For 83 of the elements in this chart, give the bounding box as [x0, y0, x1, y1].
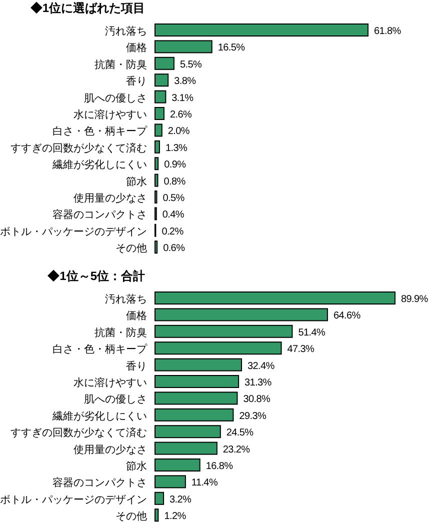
bar [154, 24, 368, 36]
bar [154, 74, 169, 87]
y-tick-label: 水に溶けやすい [74, 108, 148, 121]
bar [154, 492, 164, 505]
data-label: 16.8% [206, 461, 234, 472]
y-tick-label: 容器のコンパクトさ [52, 208, 147, 222]
bar [154, 442, 218, 455]
bar [154, 107, 164, 120]
y-tick-label: 抗菌・防臭 [94, 326, 148, 339]
y-tick-label: 白さ・色・柄キープ [52, 124, 148, 138]
bar [154, 425, 221, 438]
y-tick-label: 節水 [126, 460, 148, 472]
y-tick-label: 肌への優しさ [84, 394, 147, 406]
y-tick-label: 繊維が劣化しにくい [52, 158, 148, 172]
data-label: 3.1% [172, 92, 194, 104]
bar [154, 475, 186, 488]
bar [154, 375, 240, 388]
y-tick-label: 水に溶けやすい [74, 376, 148, 389]
data-label: 2.0% [168, 126, 190, 138]
y-tick-label: その他 [116, 242, 148, 255]
data-label: 29.3% [239, 410, 266, 422]
data-label: 0.5% [162, 193, 185, 204]
bar [154, 324, 293, 338]
bar [154, 458, 200, 472]
y-tick-label: すすぎの回数が少なくて済む [10, 426, 148, 440]
bar [154, 358, 242, 372]
y-tick-label: 香り [126, 359, 147, 372]
bar [154, 40, 212, 54]
bar [154, 240, 158, 254]
y-tick-label: 容器のコンパクトさ [52, 476, 147, 490]
y-tick-label: 汚れ落ち [105, 292, 147, 306]
data-label: 3.8% [174, 76, 196, 88]
y-tick-label: 使用量の少なさ [74, 442, 147, 456]
data-label: 32.4% [247, 360, 275, 372]
bar [154, 124, 162, 137]
y-tick-label: 白さ・色・柄キープ [52, 342, 148, 356]
y-tick-label: 価格 [126, 42, 148, 54]
data-label: 23.2% [222, 444, 250, 456]
y-tick-label: その他 [116, 510, 148, 522]
data-label: 61.8% [374, 26, 402, 37]
y-tick-label: ボトル・パッケージのデザイン [0, 226, 148, 238]
y-tick-label: 節水 [126, 174, 148, 188]
data-label: 51.4% [298, 327, 326, 338]
data-label: 5.5% [180, 59, 202, 70]
data-label: 31.3% [244, 378, 272, 388]
data-label: 0.6% [163, 243, 186, 254]
bar [154, 508, 159, 522]
data-label: 0.4% [162, 210, 184, 221]
y-tick-label: 肌への優しさ [84, 92, 147, 104]
y-tick-label: 価格 [126, 310, 148, 322]
y-tick-label: 汚れ落ち [105, 24, 147, 38]
data-label: 89.9% [401, 294, 428, 305]
data-label: 1.2% [164, 511, 186, 522]
y-tick-label: 繊維が劣化しにくい [52, 409, 148, 422]
y-tick-label: 香り [126, 74, 147, 88]
data-label: 3.2% [170, 494, 192, 506]
chart-title: ◆1位～5位：合計 [48, 269, 145, 283]
data-label: 0.8% [164, 176, 186, 188]
data-label: 2.6% [170, 110, 192, 120]
bar [154, 90, 166, 104]
data-label: 1.3% [165, 142, 188, 154]
data-label: 11.4% [191, 478, 218, 489]
data-label: 0.2% [162, 226, 184, 238]
bar [154, 308, 328, 322]
bar [154, 140, 160, 154]
data-label: 0.9% [164, 160, 186, 171]
bar [154, 292, 396, 304]
bar [154, 56, 174, 70]
bar [154, 392, 238, 405]
bar [154, 342, 282, 355]
bar [154, 174, 158, 187]
data-label: 24.5% [226, 428, 254, 439]
data-label: 16.5% [218, 42, 246, 54]
y-tick-label: 使用量の少なさ [74, 192, 147, 204]
data-label: 47.3% [287, 344, 315, 356]
y-tick-label: ボトル・パッケージのデザイン [0, 494, 148, 506]
y-tick-label: 抗菌・防臭 [94, 58, 148, 71]
bar [154, 408, 234, 422]
bar [154, 157, 159, 170]
data-label: 64.6% [333, 310, 361, 322]
data-label: 30.8% [243, 394, 270, 406]
y-tick-label: すすぎの回数が少なくて済む [10, 141, 148, 154]
chart-title: ◆1位に選ばれた項目 [30, 1, 145, 15]
